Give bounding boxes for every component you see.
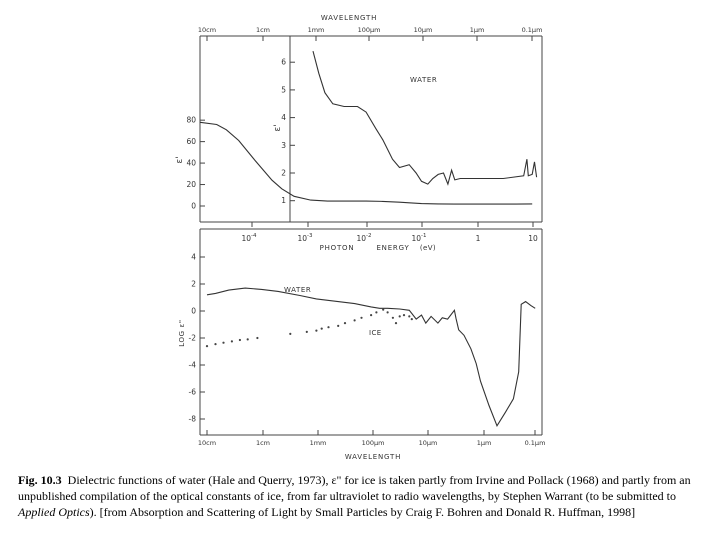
plot3-series — [205, 287, 536, 428]
photon-energy-label-part: PHOTON — [320, 244, 355, 252]
inset-series — [312, 50, 538, 186]
photon-energy-tick-label: 10-1 — [411, 233, 426, 243]
inset-y-tick-label: 3 — [281, 141, 286, 150]
ice-data-point — [370, 314, 373, 317]
ice-data-point — [246, 338, 249, 341]
plot1-y-tick-label: 60 — [186, 137, 196, 146]
top-tick-label: 1cm — [256, 26, 270, 34]
plot1-y-tick-label: 0 — [191, 202, 196, 211]
ice-data-point — [382, 308, 385, 311]
plot3-y-tick-label: -8 — [189, 415, 197, 424]
plot3-y-axis-label: LOG ε" — [178, 319, 186, 346]
plot3-y-tick-label: 0 — [191, 307, 196, 316]
inset-y-tick-label: 4 — [281, 113, 286, 122]
ice-data-point — [230, 340, 233, 343]
figure-caption: Fig. 10.3 Dielectric functions of water … — [18, 472, 708, 520]
ice-data-point — [398, 315, 401, 318]
bottom-tick-label: 1mm — [310, 439, 327, 447]
caption-text: Dielectric functions of water (Hale and … — [18, 473, 691, 503]
ice-data-point — [289, 332, 292, 335]
inset-water-label: WATER — [410, 76, 437, 84]
plot1-series — [199, 121, 533, 205]
caption-rest: ). [from Absorption and Scattering of Li… — [89, 505, 636, 519]
ice-data-point — [305, 330, 308, 333]
plot3-y-axis: 4 2 0 -2 -4 -6 -8 — [189, 253, 205, 424]
water-series-label: WATER — [284, 286, 311, 294]
figure: WAVELENGTH 10cm 1cm 1mm 100µm 10µm 1µm 0… — [175, 14, 546, 461]
photon-energy-tick-label: 10 — [528, 234, 538, 243]
photon-energy-label-part: (eV) — [420, 244, 436, 252]
plot1-y-tick-label: 80 — [186, 116, 196, 125]
ice-data-point — [315, 329, 318, 332]
top-tick-label: 0.1µm — [522, 26, 543, 34]
ice-data-point — [386, 311, 389, 314]
inset-y-axis: 1 2 3 4 5 6 — [281, 58, 295, 205]
ice-data-point — [394, 322, 398, 325]
bottom-tick-labels: 10cm 1cm 1mm 100µm 10µm 1µm 0.1µm — [198, 439, 546, 447]
plot1-y-axis-label: ε' — [175, 156, 185, 163]
top-tick-label: 100µm — [358, 26, 381, 34]
inset-y-tick-label: 5 — [281, 85, 286, 94]
bottom-wavelength-title: WAVELENGTH — [345, 453, 401, 461]
plot3-water-line — [206, 287, 536, 428]
caption-fig-label: Fig. 10.3 — [18, 473, 62, 487]
plot3-y-tick-label: -4 — [189, 361, 197, 370]
ice-data-point — [320, 327, 323, 330]
plot3-y-tick-label: 2 — [191, 280, 196, 289]
photon-energy-tick-label: 10-2 — [356, 233, 371, 243]
inset-water-line — [312, 50, 538, 186]
photon-energy-tick-label: 1 — [476, 234, 481, 243]
ice-data-point — [402, 314, 406, 317]
ice-data-point — [408, 315, 411, 318]
plot1-y-tick-label: 20 — [186, 180, 196, 189]
top-tick-label: 1µm — [470, 26, 485, 34]
top-tick-label: 10µm — [414, 26, 433, 34]
plot1-y-tick-label: 40 — [186, 159, 196, 168]
ice-data-point — [375, 311, 378, 314]
top-tick-labels: 10cm 1cm 1mm 100µm 10µm 1µm 0.1µm — [198, 26, 543, 34]
photon-energy-tick-label: 10-4 — [241, 233, 257, 243]
ice-data-point — [205, 345, 209, 348]
ice-data-point — [353, 319, 356, 322]
bottom-tick-label: 1µm — [477, 439, 492, 447]
ice-data-point — [238, 338, 241, 342]
bottom-tick-label: 10µm — [419, 439, 438, 447]
inset-y-axis-label: ε' — [273, 124, 283, 131]
plot3-y-tick-label: -2 — [189, 334, 197, 343]
plot1-water-line — [199, 121, 533, 205]
bottom-tick-label: 0.1µm — [525, 439, 546, 447]
ice-data-point — [256, 336, 259, 340]
inset-y-tick-label: 2 — [281, 169, 286, 178]
caption-journal: Applied Optics — [18, 505, 90, 519]
photon-energy-label-part: ENERGY — [376, 244, 409, 252]
ice-data-point — [337, 324, 340, 327]
inset-y-tick-label: 6 — [281, 58, 286, 67]
bottom-tick-label: 100µm — [362, 439, 385, 447]
photon-energy-axis: 10-4 10-3 10-2 10-1 1 10 — [241, 222, 538, 243]
photon-energy-tick-label: 10-3 — [297, 233, 313, 243]
inset-y-tick-label: 1 — [281, 196, 286, 205]
top-axis-ticks — [206, 36, 533, 41]
top-tick-label: 10cm — [198, 26, 216, 34]
ice-data-point — [343, 322, 347, 325]
plot1-y-axis: 0 20 40 60 80 — [186, 116, 205, 211]
ice-data-point — [410, 318, 413, 321]
plot3-x-axis — [206, 430, 536, 435]
ice-series-label: ICE — [369, 329, 382, 337]
plot3-y-tick-label: -6 — [189, 388, 197, 397]
ice-data-point — [391, 316, 394, 319]
bottom-tick-label: 1cm — [256, 439, 270, 447]
ice-data-point — [327, 326, 330, 329]
top-tick-label: 1mm — [308, 26, 325, 34]
ice-data-point — [360, 316, 363, 319]
ice-data-point — [214, 343, 217, 346]
top-wavelength-title: WAVELENGTH — [321, 14, 377, 22]
ice-data-point — [222, 341, 225, 344]
plot3-y-tick-label: 4 — [191, 253, 196, 262]
bottom-tick-label: 10cm — [198, 439, 216, 447]
